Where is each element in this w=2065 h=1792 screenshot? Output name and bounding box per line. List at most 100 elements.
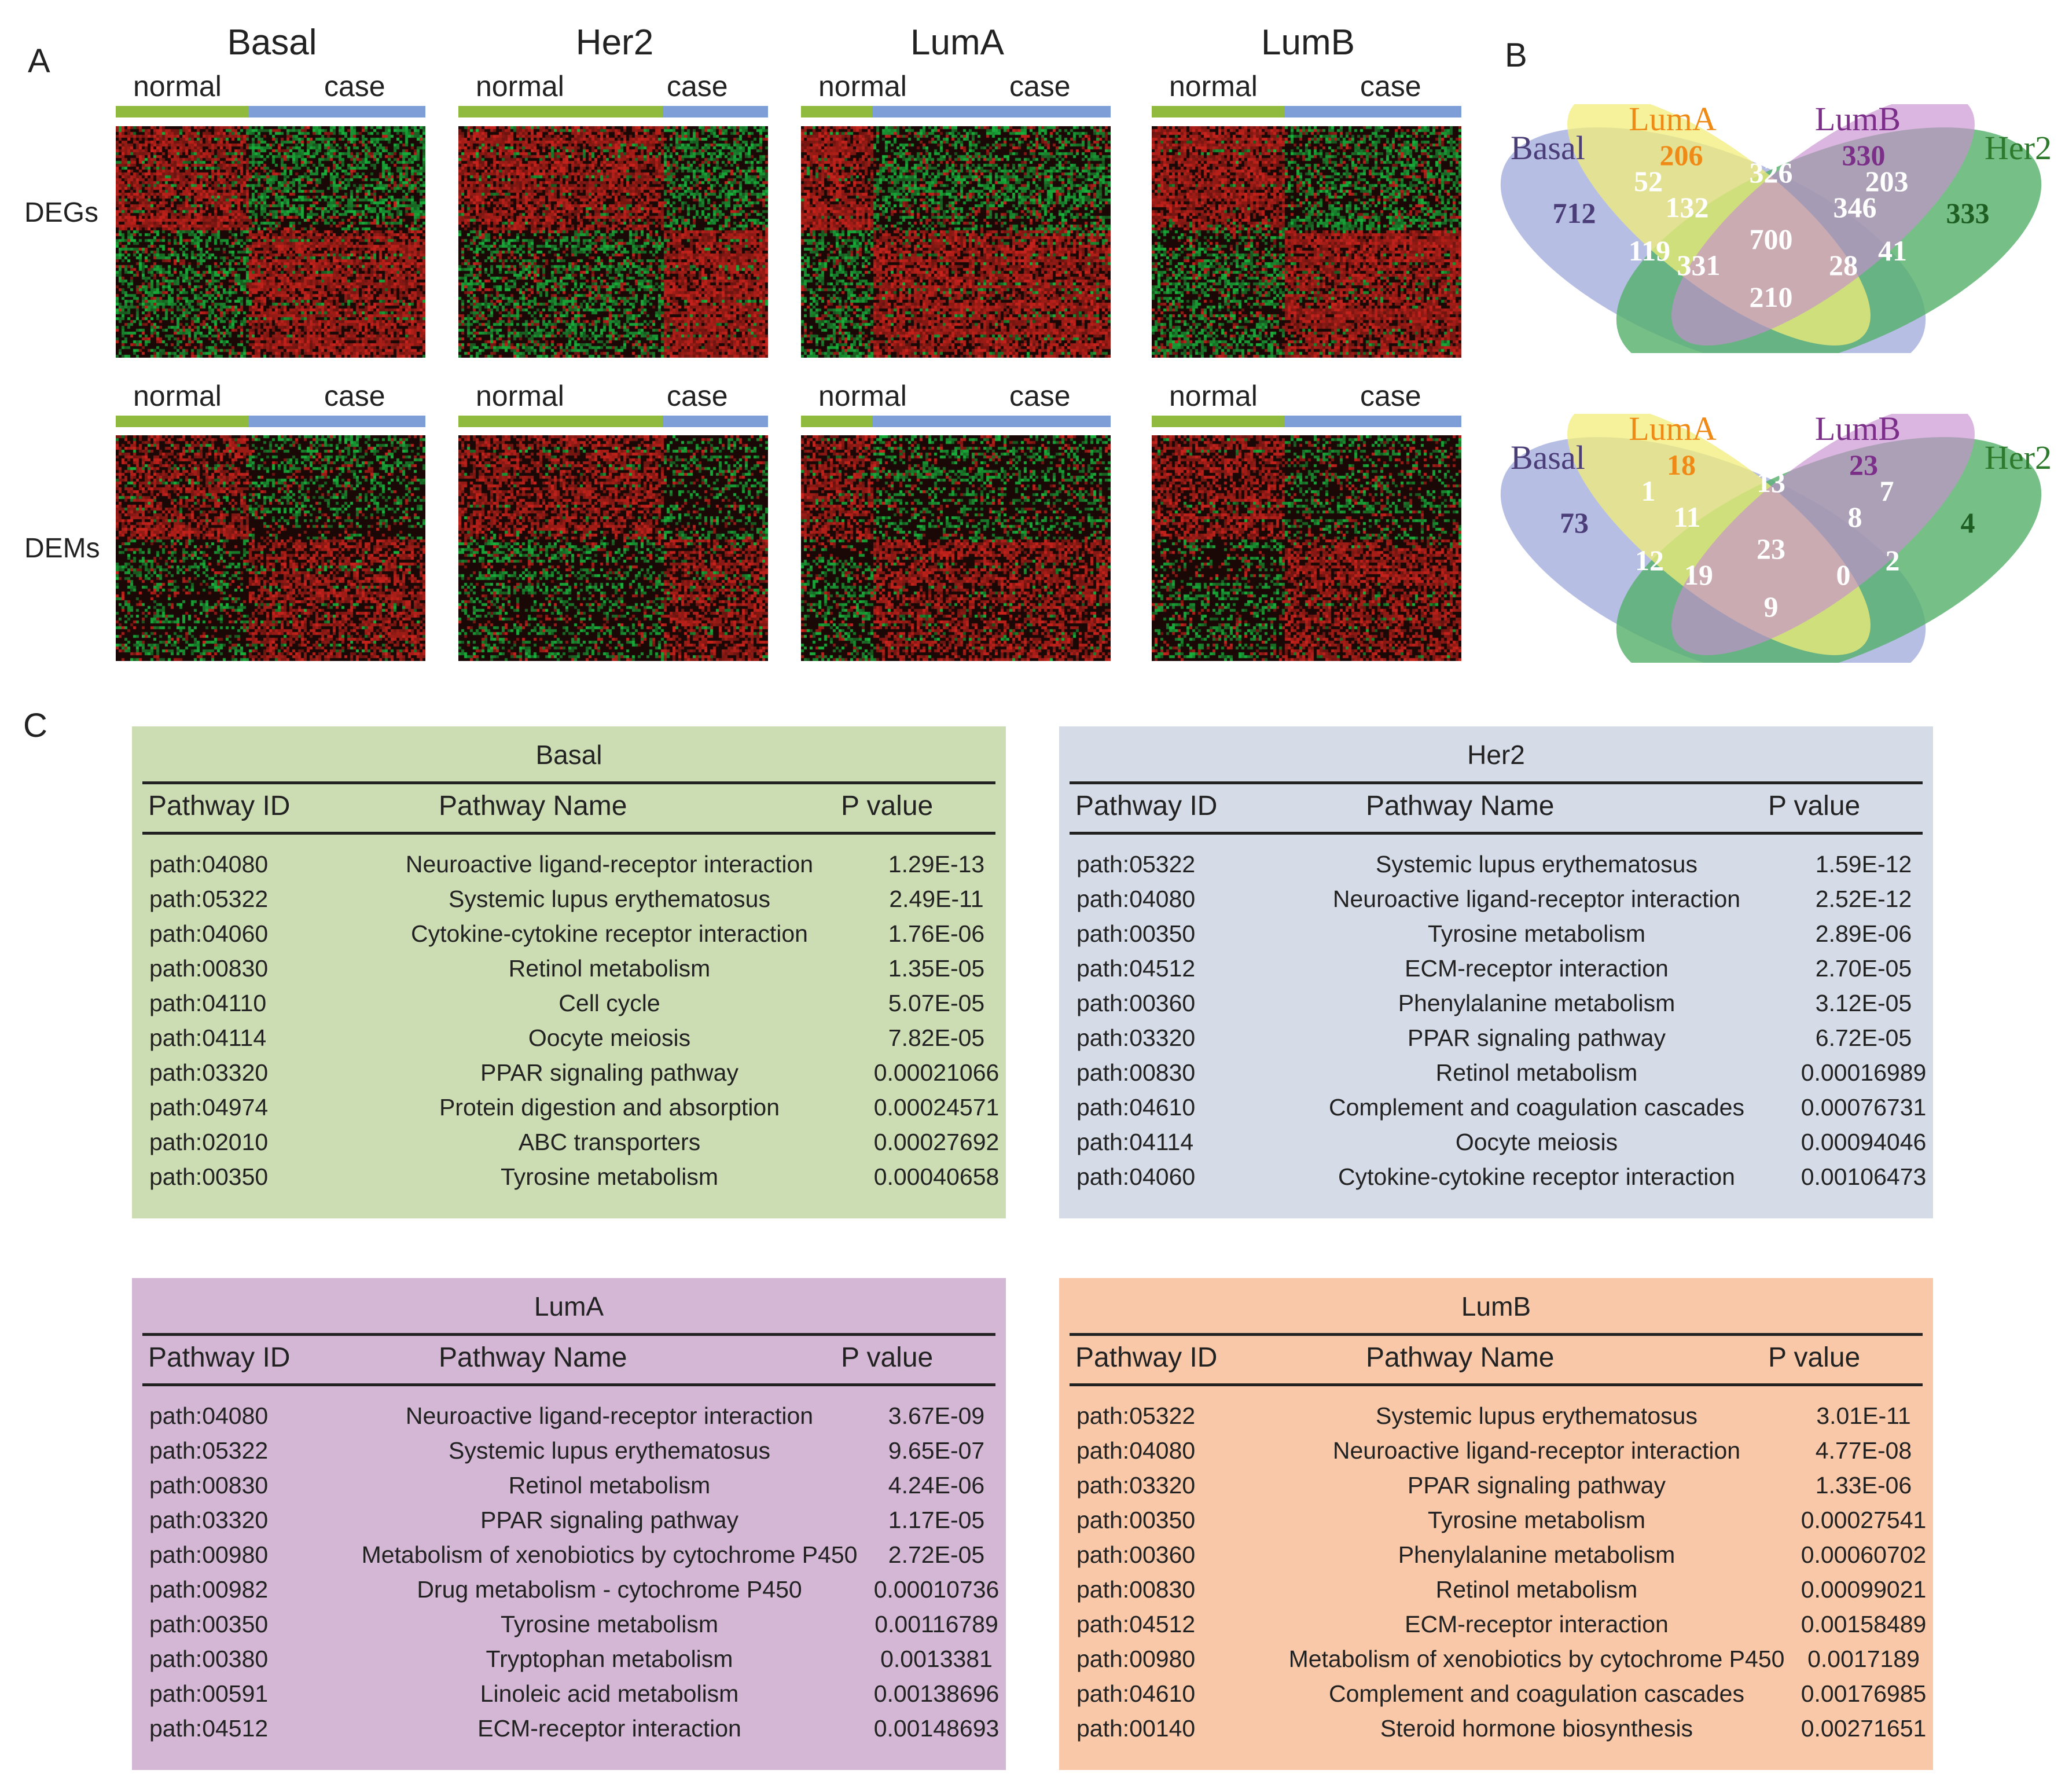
table-row: path:03320 PPAR signaling pathway 0.000210… <box>132 1059 1006 1094</box>
p-value: 0.00076731 <box>1801 1094 1927 1121</box>
header-pathway-id: Pathway ID <box>148 1342 291 1373</box>
p-value: 0.00016989 <box>1801 1059 1927 1086</box>
pathway-name: Tyrosine metabolism <box>1428 1507 1645 1533</box>
case-bar <box>663 416 768 427</box>
pathway-table-her2: Her2 Pathway ID Pathway Name P value path:05… <box>1059 726 1933 1218</box>
venn-label-lumb: LumB <box>1815 104 1901 138</box>
p-value: 5.07E-05 <box>888 990 985 1016</box>
pathway-id: path:03320 <box>1076 1472 1196 1499</box>
table-row: path:00360 Phenylalanine metabolism 3.12E-… <box>1059 990 1933 1024</box>
pathway-name: Drug metabolism - cytochrome P450 <box>417 1576 802 1603</box>
pathway-name: ABC transporters <box>518 1129 701 1155</box>
venn-count-luma-only: 206 <box>1660 139 1703 171</box>
pathway-id: path:04114 <box>1076 1129 1194 1155</box>
header-pathway-id: Pathway ID <box>1075 1342 1218 1373</box>
pathway-id: path:00380 <box>149 1646 269 1672</box>
pathway-name: Retinol metabolism <box>1435 1059 1638 1086</box>
table-row: path:04512 ECM-receptor interaction 0.0014… <box>132 1715 1006 1750</box>
p-value: 0.00158489 <box>1801 1611 1927 1637</box>
pathway-name: Cytokine-cytokine receptor interaction <box>1338 1163 1735 1190</box>
table-row: path:05322 Systemic lupus erythematosus 2.… <box>132 886 1006 920</box>
p-value: 0.00010736 <box>873 1576 1000 1603</box>
pathway-name: Protein digestion and absorption <box>439 1094 780 1121</box>
table-row: path:04610 Complement and coagulation cas… <box>1059 1680 1933 1715</box>
table-row: path:05322 Systemic lupus erythematosus 1.… <box>1059 851 1933 886</box>
table-header-rule <box>142 1383 995 1386</box>
p-value: 1.59E-12 <box>1815 851 1912 877</box>
case-label: case <box>324 70 385 102</box>
pathway-name: PPAR signaling pathway <box>1408 1472 1666 1499</box>
normal-label: normal <box>133 380 222 412</box>
table-row: path:05322 Systemic lupus erythematosus 9.… <box>132 1437 1006 1472</box>
pathway-id: path:00360 <box>1076 990 1196 1016</box>
p-value: 1.35E-05 <box>888 955 985 982</box>
pathway-id: path:04060 <box>1076 1163 1196 1190</box>
pathway-id: path:02010 <box>149 1129 269 1155</box>
table-title: LumA <box>534 1291 604 1321</box>
table-row: path:04080 Neuroactive ligand-receptor in… <box>132 1402 1006 1437</box>
pathway-name: ECM-receptor interaction <box>1405 955 1669 982</box>
pathway-name: Oocyte meiosis <box>1455 1129 1618 1155</box>
venn-count-luma-lumb: 13 <box>1757 466 1785 498</box>
p-value: 0.00116789 <box>874 1611 998 1637</box>
case-bar <box>872 416 1111 427</box>
pathway-id: path:04610 <box>1076 1094 1196 1121</box>
normal-label: normal <box>818 380 907 412</box>
venn-diagram-2: Basal LumA LumB Her2 73 18 23 4 1 13 7 11 8 23 12 19 0 2 9 <box>1500 414 2052 663</box>
normal-bar <box>801 416 872 427</box>
venn-count-basal-her2: 210 <box>1750 281 1793 313</box>
venn-count-her2-only: 4 <box>1961 506 1975 539</box>
normal-bar <box>116 416 249 427</box>
p-value: 0.00021066 <box>873 1059 1000 1086</box>
pathway-id: path:04512 <box>1076 1611 1196 1637</box>
table-row: path:00350 Tyrosine metabolism 0.00027541 <box>1059 1507 1933 1541</box>
pathway-id: path:00982 <box>149 1576 269 1603</box>
pathway-name: Cytokine-cytokine receptor interaction <box>411 920 808 947</box>
venn-count-lumb-only: 330 <box>1842 139 1886 171</box>
pathway-id: path:04080 <box>1076 1437 1196 1464</box>
venn-label-luma: LumA <box>1629 104 1717 138</box>
normal-label: normal <box>818 70 907 102</box>
table-title: Her2 <box>1467 740 1525 770</box>
pathway-name: Systemic lupus erythematosus <box>1375 1402 1697 1429</box>
normal-bar <box>1152 416 1285 427</box>
pathway-id: path:00830 <box>149 955 269 982</box>
venn-set-lumb <box>1671 104 1975 346</box>
table-row: path:00830 Retinol metabolism 0.00016989 <box>1059 1059 1933 1094</box>
pathway-name: Systemic lupus erythematosus <box>448 1437 770 1464</box>
normal-bar <box>1152 106 1285 117</box>
table-row: path:00360 Phenylalanine metabolism 0.0006… <box>1059 1541 1933 1576</box>
venn-count-basal-only: 712 <box>1553 197 1596 229</box>
p-value: 1.76E-06 <box>888 920 985 947</box>
table-header-rule <box>142 832 995 835</box>
normal-label: normal <box>133 70 222 102</box>
p-value: 0.00176985 <box>1801 1680 1927 1707</box>
case-label: case <box>1360 380 1421 412</box>
venn-count-basal-luma: 1 <box>1641 475 1656 507</box>
p-value: 2.70E-05 <box>1815 955 1912 982</box>
normal-bar <box>801 106 872 117</box>
pathway-id: path:00830 <box>149 1472 269 1499</box>
venn-count-basal-only: 73 <box>1560 506 1589 539</box>
venn-count-lumb-her2: 7 <box>1880 475 1894 507</box>
table-row: path:00140 Steroid hormone biosynthesis 0.… <box>1059 1715 1933 1750</box>
p-value: 3.12E-05 <box>1815 990 1912 1016</box>
pathway-id: path:03320 <box>149 1059 269 1086</box>
pathway-id: path:04080 <box>1076 886 1196 912</box>
pathway-id: path:04974 <box>149 1094 269 1121</box>
table-row: path:00830 Retinol metabolism 0.00099021 <box>1059 1576 1933 1611</box>
venn-count-her2-only: 333 <box>1946 197 1990 229</box>
pathway-name: ECM-receptor interaction <box>1405 1611 1669 1637</box>
p-value: 0.00024571 <box>873 1094 1000 1121</box>
p-value: 0.00148693 <box>873 1715 1000 1742</box>
p-value: 2.72E-05 <box>888 1541 985 1568</box>
pathway-id: path:04114 <box>149 1024 267 1051</box>
panel-letter-a: A <box>28 42 50 80</box>
pathway-id: path:04512 <box>149 1715 269 1742</box>
pathway-name: Neuroactive ligand-receptor interaction <box>405 851 814 877</box>
venn-label-basal: Basal <box>1511 439 1585 476</box>
table-row: path:03320 PPAR signaling pathway 6.72E-05 <box>1059 1024 1933 1059</box>
venn-count-basal-lumb-her2: 331 <box>1677 249 1721 281</box>
venn-label-her2: Her2 <box>1985 439 2052 476</box>
table-row: path:00980 Metabolism of xenobiotics by c… <box>1059 1646 1933 1680</box>
